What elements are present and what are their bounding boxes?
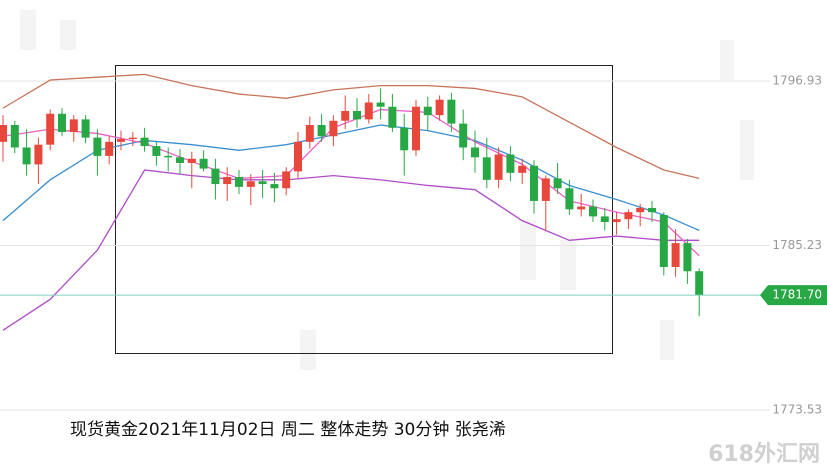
- candle-body: [423, 106, 432, 116]
- candle-body: [530, 165, 538, 201]
- candle-body: [105, 141, 114, 156]
- candle-body: [69, 119, 78, 133]
- candle-body: [305, 124, 314, 142]
- y-tick-label: 1773.53: [772, 403, 822, 417]
- candle-body: [412, 106, 420, 151]
- candle-body: [612, 219, 621, 223]
- candle-body: [341, 110, 350, 121]
- candle-body: [459, 123, 468, 148]
- candle-body: [140, 137, 149, 147]
- candle-body: [199, 158, 208, 169]
- candle-body: [553, 178, 562, 189]
- candle-body: [176, 157, 184, 163]
- candle-body: [317, 124, 326, 137]
- candle-body: [648, 207, 656, 213]
- candle-body: [34, 144, 43, 165]
- watermark: 618外汇网: [708, 441, 820, 467]
- candle-body: [659, 214, 668, 268]
- candle-body: [246, 181, 255, 187]
- candle-body: [518, 165, 527, 173]
- candle-body: [58, 113, 66, 133]
- candle-body: [388, 106, 397, 128]
- candle-body: [683, 243, 692, 272]
- candle-body: [46, 113, 55, 145]
- candle-body: [471, 147, 479, 158]
- highlight-box: [115, 65, 613, 354]
- candle-body: [22, 147, 31, 165]
- candle-body: [589, 206, 597, 217]
- candle-body: [364, 102, 373, 120]
- candle-body: [482, 157, 491, 180]
- candle-body: [636, 207, 645, 213]
- candle-body: [187, 158, 196, 163]
- overlay-line: [2, 169, 700, 331]
- candle-body: [494, 154, 503, 180]
- candle-body: [600, 216, 609, 223]
- candle-body: [435, 99, 444, 116]
- candle-body: [624, 212, 633, 220]
- overlay-line: [2, 73, 700, 180]
- candle-body: [282, 171, 291, 189]
- candle-body: [258, 181, 267, 185]
- candle-body: [329, 120, 338, 137]
- y-tick-label: 1785.23: [772, 238, 822, 252]
- candle-body: [541, 178, 550, 201]
- candle-body: [93, 137, 102, 156]
- candle-body: [211, 168, 220, 185]
- candle-body: [695, 271, 704, 296]
- caption: 现货黄金2021年11月02日 周二 整体走势 30分钟 张尧浠: [70, 420, 506, 440]
- candle-body: [447, 99, 456, 124]
- candle-body: [10, 124, 19, 148]
- candle-body: [506, 154, 515, 173]
- background-pattern: [20, 10, 754, 370]
- candle-body: [81, 119, 90, 138]
- candle-body: [400, 127, 409, 151]
- candle-body: [270, 184, 279, 189]
- candle-body: [117, 139, 125, 142]
- candle-body: [353, 110, 361, 120]
- candle-body: [152, 146, 161, 156]
- last-price-tag: [760, 285, 827, 306]
- candle-body: [671, 243, 680, 268]
- y-tick-label: 1796.93: [772, 73, 822, 87]
- candle-body: [128, 137, 137, 140]
- candle-body: [294, 141, 302, 172]
- candle-body: [235, 177, 243, 187]
- last-price-label: 1781.70: [772, 288, 822, 302]
- candle-body: [565, 188, 574, 210]
- candle-body: [164, 155, 173, 158]
- candle-body: [223, 177, 232, 185]
- candle-body: [577, 206, 586, 210]
- candle-body: [0, 124, 7, 142]
- candle-body: [376, 102, 385, 107]
